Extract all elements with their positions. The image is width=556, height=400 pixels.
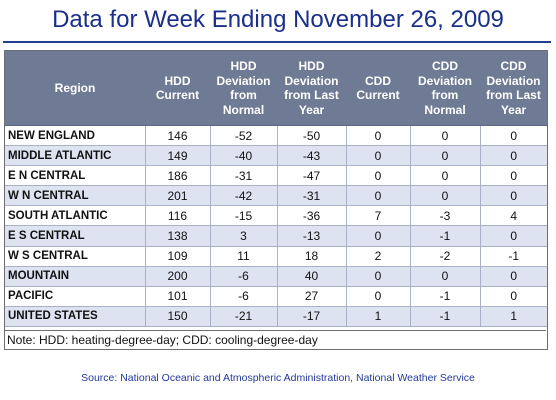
value-cell: -52 (210, 125, 278, 147)
value-cell: 4 (480, 205, 547, 227)
value-cell: 0 (410, 185, 481, 207)
value-cell: -31 (277, 185, 347, 207)
value-cell: 0 (346, 286, 411, 307)
value-cell: 200 (145, 266, 211, 287)
table-row: W N CENTRAL 201 -42 -31 0 0 0 (5, 185, 547, 207)
table-note: Note: HDD: heating-degree-day; CDD: cool… (4, 330, 546, 350)
value-cell: -1 (480, 246, 547, 267)
page-title: Data for Week Ending November 26, 2009 (52, 6, 504, 33)
value-cell: 1 (480, 306, 547, 327)
value-cell: 18 (277, 246, 347, 267)
value-cell: -17 (277, 306, 347, 327)
column-header-hdd-dev-normal: HDD Deviation from Normal (210, 51, 277, 126)
region-name-cell: W N CENTRAL (5, 185, 146, 207)
value-cell: -47 (277, 165, 347, 187)
value-cell: -42 (210, 185, 278, 207)
region-name-cell: PACIFIC (5, 286, 146, 307)
value-cell: -43 (277, 145, 347, 167)
value-cell: 0 (480, 145, 547, 167)
title-divider (3, 41, 551, 43)
value-cell: 149 (145, 145, 211, 167)
value-cell: 0 (480, 185, 547, 207)
table-row: W S CENTRAL 109 11 18 2 -2 -1 (5, 246, 547, 267)
value-cell: 150 (145, 306, 211, 327)
table-row: SOUTH ATLANTIC 116 -15 -36 7 -3 4 (5, 205, 547, 227)
value-cell: 0 (480, 165, 547, 187)
value-cell: -6 (210, 266, 278, 287)
data-table-frame: Region HDD Current HDD Deviation from No… (4, 50, 548, 350)
value-cell: -21 (210, 306, 278, 327)
value-cell: 138 (145, 225, 211, 247)
region-name-cell: UNITED STATES (5, 306, 146, 327)
value-cell: 0 (346, 185, 411, 207)
table-row: UNITED STATES 150 -21 -17 1 -1 1 (5, 306, 547, 327)
column-header-cdd-dev-normal: CDD Deviation from Normal (410, 51, 480, 126)
value-cell: 0 (346, 165, 411, 187)
table-row: MOUNTAIN 200 -6 40 0 0 0 (5, 266, 547, 287)
region-name-cell: MIDDLE ATLANTIC (5, 145, 146, 167)
table-row: E N CENTRAL 186 -31 -47 0 0 0 (5, 165, 547, 187)
column-header-hdd-dev-last-year: HDD Deviation from Last Year (277, 51, 346, 126)
value-cell: 101 (145, 286, 211, 307)
value-cell: 0 (410, 165, 481, 187)
value-cell: -1 (410, 286, 481, 307)
value-cell: 1 (346, 306, 411, 327)
value-cell: 3 (210, 225, 278, 247)
value-cell: 0 (480, 225, 547, 247)
value-cell: -40 (210, 145, 278, 167)
weather-data-table: Region HDD Current HDD Deviation from No… (5, 51, 547, 327)
value-cell: 7 (346, 205, 411, 227)
region-name-cell: E N CENTRAL (5, 165, 146, 187)
table-row: E S CENTRAL 138 3 -13 0 -1 0 (5, 225, 547, 247)
value-cell: -2 (410, 246, 481, 267)
value-cell: 0 (410, 125, 481, 147)
value-cell: 11 (210, 246, 278, 267)
column-header-region: Region (5, 51, 145, 126)
value-cell: 0 (410, 145, 481, 167)
value-cell: -50 (277, 125, 347, 147)
value-cell: 146 (145, 125, 211, 147)
value-cell: -3 (410, 205, 481, 227)
value-cell: -15 (210, 205, 278, 227)
value-cell: -6 (210, 286, 278, 307)
value-cell: 201 (145, 185, 211, 207)
region-name-cell: SOUTH ATLANTIC (5, 205, 146, 227)
value-cell: 0 (346, 266, 411, 287)
table-row: MIDDLE ATLANTIC 149 -40 -43 0 0 0 (5, 145, 547, 167)
value-cell: 0 (346, 225, 411, 247)
column-header-cdd-current: CDD Current (346, 51, 410, 126)
region-name-cell: NEW ENGLAND (5, 125, 146, 147)
value-cell: -13 (277, 225, 347, 247)
source-citation: Source: National Oceanic and Atmospheric… (81, 372, 475, 384)
value-cell: 2 (346, 246, 411, 267)
value-cell: -36 (277, 205, 347, 227)
table-row: NEW ENGLAND 146 -52 -50 0 0 0 (5, 125, 547, 147)
value-cell: 109 (145, 246, 211, 267)
column-header-cdd-dev-last-year: CDD Deviation from Last Year (480, 51, 547, 126)
region-name-cell: MOUNTAIN (5, 266, 146, 287)
column-header-hdd-current: HDD Current (145, 51, 210, 126)
value-cell: 27 (277, 286, 347, 307)
value-cell: 0 (346, 125, 411, 147)
value-cell: 0 (480, 125, 547, 147)
value-cell: -1 (410, 225, 481, 247)
table-header-row: Region HDD Current HDD Deviation from No… (5, 51, 547, 126)
value-cell: 0 (410, 266, 481, 287)
value-cell: -1 (410, 306, 481, 327)
table-row: PACIFIC 101 -6 27 0 -1 0 (5, 286, 547, 307)
value-cell: 0 (480, 266, 547, 287)
value-cell: 116 (145, 205, 211, 227)
value-cell: 40 (277, 266, 347, 287)
value-cell: 0 (480, 286, 547, 307)
region-name-cell: W S CENTRAL (5, 246, 146, 267)
value-cell: 186 (145, 165, 211, 187)
region-name-cell: E S CENTRAL (5, 225, 146, 247)
value-cell: 0 (346, 145, 411, 167)
value-cell: -31 (210, 165, 278, 187)
